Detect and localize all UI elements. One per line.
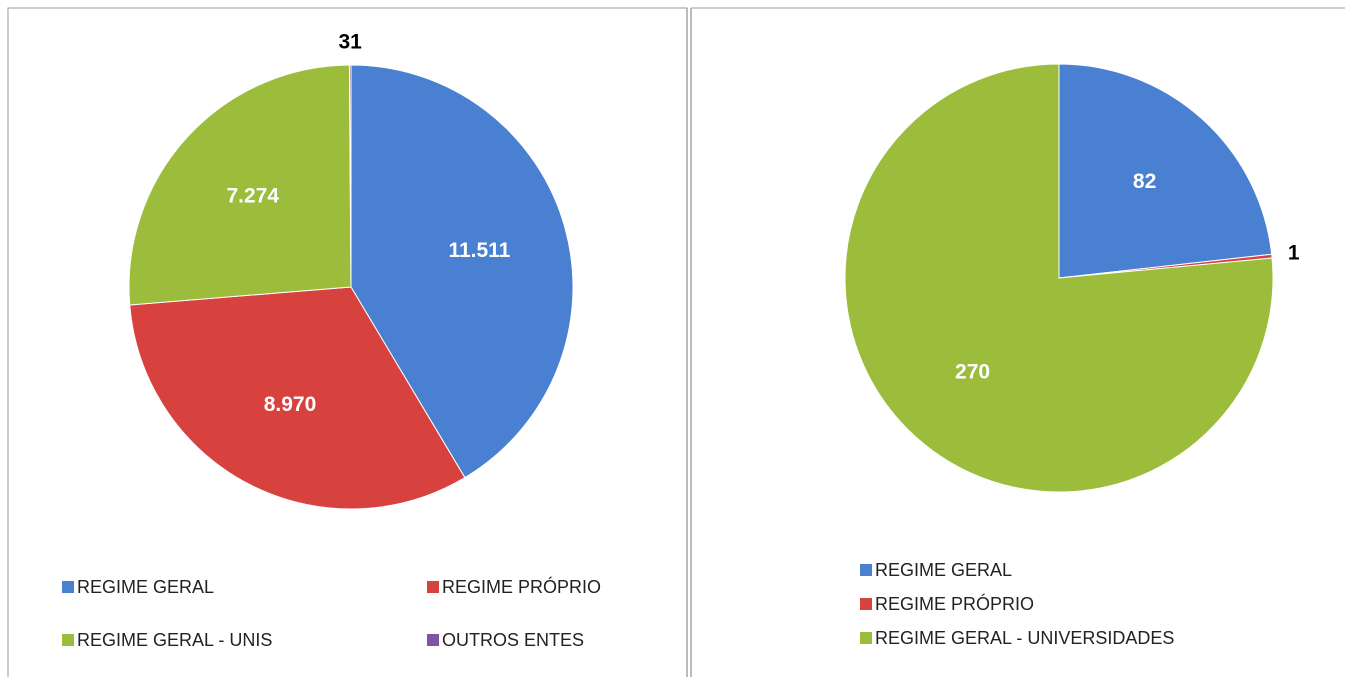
legend-swatch [427, 634, 439, 646]
legend-label: REGIME GERAL [875, 560, 1012, 580]
data-label: 7.274 [226, 185, 279, 208]
data-label: 31 [338, 31, 362, 54]
pie-slice [1058, 63, 1273, 279]
legend-label: REGIME PRÓPRIO [875, 593, 1034, 614]
legend-label: REGIME GERAL - UNIS [77, 630, 272, 650]
data-label: 1 [1288, 241, 1300, 264]
legend-label: REGIME GERAL - UNIVERSIDADES [875, 628, 1174, 648]
pie-slice [844, 63, 1274, 493]
legend-label: OUTROS ENTES [442, 630, 584, 650]
data-label: 270 [955, 360, 990, 383]
pie-slice [350, 64, 574, 479]
legend-swatch [860, 598, 872, 610]
data-label: 11.511 [448, 239, 510, 262]
legend-label: REGIME PRÓPRIO [442, 576, 601, 597]
legend-swatch [860, 632, 872, 644]
legend-swatch [427, 581, 439, 593]
data-label: 8.970 [264, 393, 317, 416]
legend-label: REGIME GERAL [77, 577, 214, 597]
legend-swatch [62, 581, 74, 593]
pie-slice [348, 64, 352, 288]
data-label: 82 [1133, 170, 1156, 193]
pie-slice [128, 64, 352, 306]
pie-slice [129, 286, 466, 510]
legend-swatch [62, 634, 74, 646]
legend-swatch [860, 564, 872, 576]
